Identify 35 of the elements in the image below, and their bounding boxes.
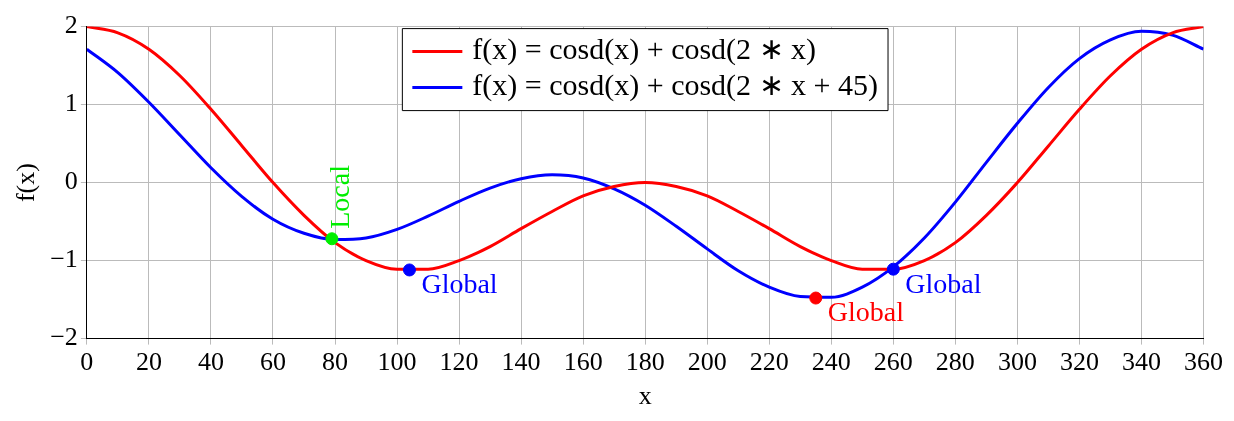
annotation: Global <box>421 268 498 300</box>
x-tick-label: 320 <box>1059 347 1099 377</box>
point <box>325 232 339 246</box>
y-tick-label: −2 <box>50 322 78 352</box>
x-tick-label: 360 <box>1184 347 1223 377</box>
x-tick-label: 300 <box>997 347 1037 377</box>
x-tick-label: 100 <box>377 347 417 377</box>
x-tick-label: 20 <box>135 347 162 377</box>
annotation: Local <box>324 164 356 229</box>
y-tick-label: −1 <box>50 244 78 274</box>
y-tick-label: 0 <box>64 166 78 196</box>
x-axis-title: x <box>638 381 652 411</box>
x-tick-label: 160 <box>563 347 603 377</box>
legend-label: f(x) = cosd(x) + cosd(2 ∗ x) <box>472 32 817 67</box>
x-tick-label: 140 <box>501 347 541 377</box>
y-tick-label: 1 <box>64 88 78 118</box>
x-tick-label: 240 <box>811 347 851 377</box>
point <box>809 291 823 305</box>
x-tick-label: 120 <box>439 347 479 377</box>
y-axis-title: f(x) <box>11 163 41 203</box>
point <box>886 262 900 276</box>
x-tick-label: 220 <box>749 347 789 377</box>
x-tick-label: 80 <box>322 347 348 377</box>
x-tick-label: 180 <box>625 347 665 377</box>
x-tick-label: 340 <box>1121 347 1161 377</box>
x-tick-label: 60 <box>259 347 286 377</box>
x-tick-label: 40 <box>197 347 224 377</box>
legend-label: f(x) = cosd(x) + cosd(2 ∗ x + 45) <box>472 68 879 103</box>
annotation: Global <box>905 267 982 299</box>
annotation: Global <box>827 296 905 328</box>
x-tick-label: 280 <box>935 347 975 377</box>
y-tick-label: 2 <box>64 10 78 40</box>
x-tick-label: 260 <box>873 347 913 377</box>
point <box>402 263 416 277</box>
x-tick-label: 200 <box>687 347 727 377</box>
